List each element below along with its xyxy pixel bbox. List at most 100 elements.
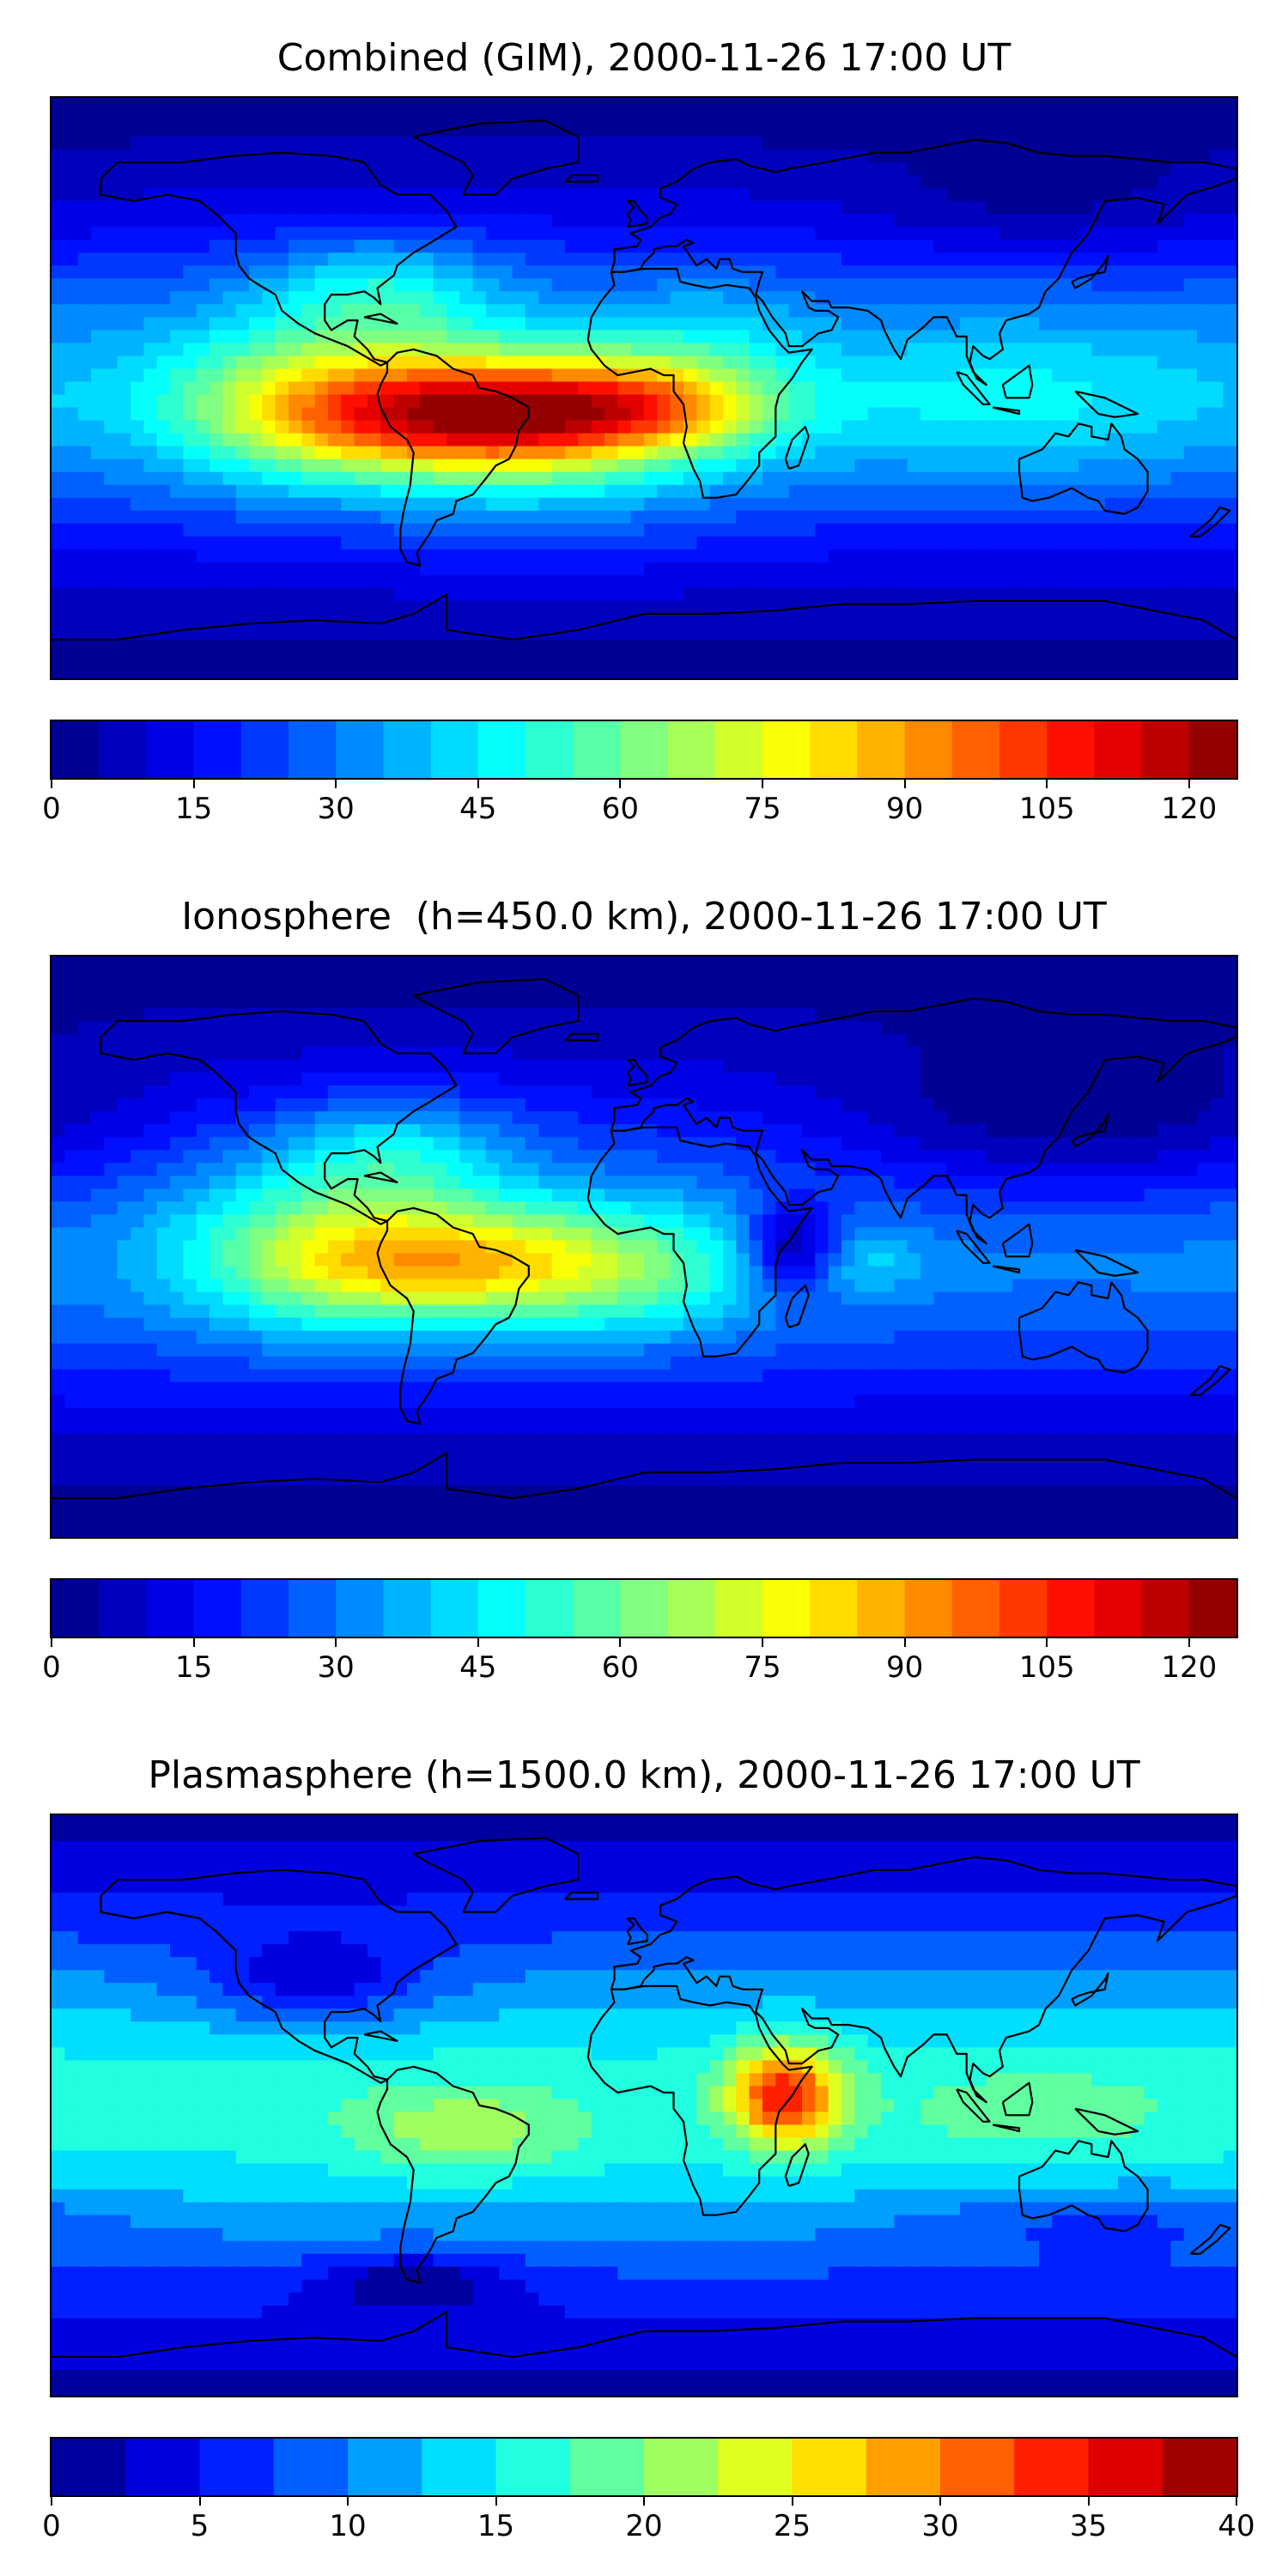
heatmap-cell [447, 355, 460, 370]
heatmap-cell [117, 562, 131, 576]
heatmap-cell [565, 1060, 579, 1073]
heatmap-cell [64, 227, 79, 240]
heatmap-cell [1210, 549, 1224, 563]
heatmap-cell [881, 381, 895, 396]
heatmap-cell [52, 214, 65, 228]
heatmap-cell [670, 1072, 684, 1086]
heatmap-cell [1183, 497, 1198, 512]
heatmap-cell [762, 613, 776, 628]
heatmap-cell [933, 265, 948, 279]
heatmap-cell [657, 1008, 671, 1022]
heatmap-cell [91, 330, 105, 344]
heatmap-cell [973, 652, 987, 666]
heatmap-cell [91, 227, 105, 240]
heatmap-cell [920, 613, 934, 628]
heatmap-cell [1065, 162, 1079, 176]
heatmap-cell [749, 420, 763, 434]
heatmap-cell [670, 536, 684, 550]
heatmap-cell [249, 969, 263, 983]
heatmap-cell [538, 343, 553, 357]
heatmap-cell [262, 407, 276, 422]
heatmap-cell [1091, 446, 1106, 460]
heatmap-cell [538, 149, 553, 163]
heatmap-cell [499, 1034, 513, 1048]
heatmap-cell [499, 162, 513, 176]
heatmap-cell [407, 420, 421, 434]
heatmap-cell [565, 265, 579, 279]
heatmap-cell [459, 240, 474, 253]
heatmap-cell [775, 1047, 790, 1060]
heatmap-cell [1025, 1034, 1040, 1048]
heatmap-cell [815, 562, 829, 576]
heatmap-cell [605, 407, 618, 422]
heatmap-cell [499, 304, 513, 318]
heatmap-cell [143, 407, 158, 422]
heatmap-cell [1210, 304, 1224, 318]
heatmap-cell [709, 214, 724, 228]
heatmap-cell [775, 626, 790, 641]
heatmap-cell [630, 252, 645, 266]
heatmap-cell [328, 1021, 342, 1035]
heatmap-cell [644, 368, 658, 383]
heatmap-cell [644, 433, 658, 447]
heatmap-cell [314, 587, 329, 602]
heatmap-cell [1118, 574, 1132, 589]
heatmap-cell [788, 957, 803, 970]
heatmap-cell [1039, 317, 1053, 331]
heatmap-cell [644, 394, 658, 409]
heatmap-cell [762, 291, 776, 305]
heatmap-cell [301, 355, 316, 370]
heatmap-cell [222, 446, 237, 460]
heatmap-cell [1170, 355, 1185, 370]
heatmap-cell [420, 175, 434, 189]
heatmap-cell [420, 304, 434, 318]
heatmap-cell [538, 471, 553, 486]
heatmap-cell [368, 484, 381, 499]
heatmap-cell [1104, 1034, 1119, 1048]
heatmap-cell [301, 162, 316, 176]
heatmap-cell [854, 124, 869, 137]
heatmap-cell [472, 98, 487, 112]
heatmap-cell [354, 446, 368, 460]
heatmap-cell [854, 420, 869, 434]
heatmap-cell [986, 957, 1000, 970]
heatmap-cell [196, 1047, 210, 1060]
heatmap-cell [77, 446, 92, 460]
heatmap-cell [1144, 111, 1158, 125]
heatmap-cell [1170, 407, 1185, 422]
heatmap-cell [1091, 665, 1106, 678]
heatmap-cell [1078, 227, 1092, 240]
heatmap-cell [1104, 137, 1119, 150]
heatmap-cell [1052, 626, 1066, 641]
heatmap-cell [736, 394, 750, 409]
heatmap-cell [1065, 394, 1079, 409]
heatmap-cell [77, 1072, 92, 1086]
heatmap-cell [644, 227, 658, 240]
heatmap-cell [143, 252, 158, 266]
heatmap-cell [52, 1008, 65, 1022]
heatmap-cell [709, 317, 724, 331]
heatmap-cell [143, 471, 158, 486]
heatmap-cell [986, 1008, 1000, 1022]
heatmap-cell [380, 1008, 395, 1022]
heatmap-cell [1091, 1021, 1106, 1035]
heatmap-cell [894, 639, 908, 653]
heatmap-cell [1039, 562, 1053, 576]
heatmap-cell [815, 162, 829, 176]
colorbar-segment [289, 721, 337, 778]
heatmap-cell [1091, 1060, 1106, 1073]
heatmap-cell [933, 420, 948, 434]
heatmap-cell [1157, 214, 1171, 228]
heatmap-cell [486, 1008, 500, 1022]
heatmap-cell [275, 1060, 289, 1073]
heatmap-cell [538, 252, 553, 266]
heatmap-cell [1091, 420, 1106, 434]
heatmap-cell [867, 433, 882, 447]
heatmap-cell [670, 957, 684, 970]
heatmap-cell [170, 175, 184, 189]
heatmap-cell [1183, 252, 1198, 266]
heatmap-cell [512, 407, 526, 422]
heatmap-cell [578, 240, 592, 253]
heatmap-cell [393, 355, 408, 370]
heatmap-cell [1210, 536, 1224, 550]
